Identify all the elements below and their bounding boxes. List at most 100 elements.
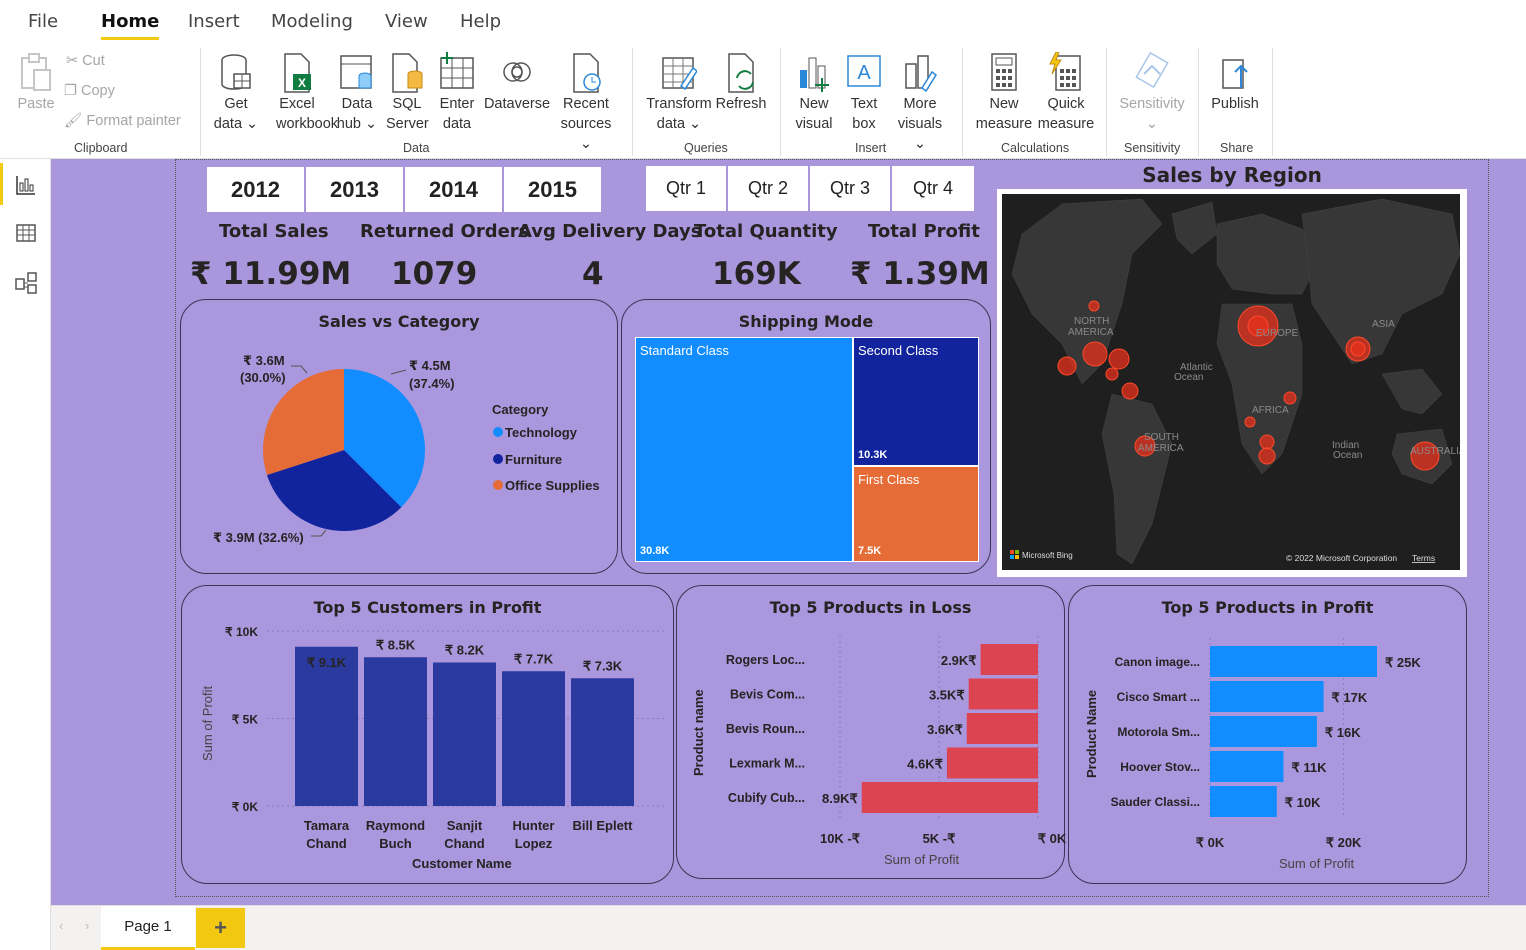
pie-label-technology-value: ₹ 4.5M [409, 358, 451, 373]
data-view-icon[interactable] [14, 221, 38, 245]
tab-home[interactable]: Home [101, 11, 160, 40]
customers-title: Top 5 Customers in Profit [313, 598, 542, 617]
loss-bar[interactable] [946, 747, 1038, 779]
text-box-button[interactable]: A Text box [842, 52, 886, 134]
treemap-label: First Class [858, 472, 920, 487]
tab-help[interactable]: Help [460, 11, 502, 32]
quick-measure-icon [1049, 52, 1081, 91]
pie-slice-office-supplies[interactable] [263, 369, 344, 476]
customer-bar[interactable] [433, 662, 496, 807]
separator [1198, 48, 1199, 156]
qtr-2-button[interactable]: Qtr 2 [728, 166, 808, 211]
prev-page-icon[interactable]: ‹ [59, 918, 64, 933]
tab-insert[interactable]: Insert [188, 11, 240, 32]
customer-bar[interactable] [295, 646, 358, 806]
world-map[interactable]: NORTH AMERICA Atlantic Ocean SOUTH AMERI… [1002, 194, 1460, 570]
cut-button[interactable]: ✂ Cut [66, 50, 105, 72]
get-data-button[interactable]: Get data ⌄ [210, 52, 262, 134]
publish-label: Publish [1211, 96, 1259, 112]
year-2015-button[interactable]: 2015 [504, 167, 601, 212]
refresh-label: Refresh [715, 96, 767, 112]
bar-data-label: ₹ 10K [1285, 795, 1321, 810]
format-painter-button[interactable]: 🖌 Format painter [64, 110, 181, 132]
new-visual-button[interactable]: New visual [792, 52, 836, 134]
y-tick-label: Motorola Sm... [1117, 725, 1200, 739]
recent-sources-button[interactable]: Recent sources ⌄ [554, 52, 618, 154]
data-hub-icon [340, 55, 372, 89]
customers-ylabel: Sum of Profit [200, 685, 215, 761]
tab-view[interactable]: View [385, 11, 428, 32]
data-hub-button[interactable]: Data hub ⌄ [336, 52, 378, 134]
kpi-returned-orders-value: 1079 [391, 256, 478, 292]
loss-bar[interactable] [861, 782, 1038, 813]
loss-bar[interactable] [980, 644, 1038, 675]
kpi-total-profit-label: Total Profit [868, 221, 980, 242]
bar-data-label: ₹ 9.1K [307, 655, 347, 670]
legend-item-furniture[interactable]: Furniture [493, 451, 562, 469]
customers-xlabel: Customer Name [412, 856, 512, 871]
loss-bar[interactable] [966, 713, 1038, 744]
qtr-1-button[interactable]: Qtr 1 [646, 166, 726, 211]
profit-bar[interactable] [1210, 751, 1284, 782]
legend-item-technology[interactable]: Technology [493, 424, 577, 442]
more-visuals-button[interactable]: More visuals ⌄ [890, 52, 950, 154]
new-visual-label-1: New [799, 96, 829, 112]
legend-item-office-supplies[interactable]: Office Supplies [493, 477, 600, 495]
profit-bar[interactable] [1210, 716, 1317, 747]
customer-bar[interactable] [502, 671, 565, 806]
sql-server-button[interactable]: SQL Server [386, 52, 429, 134]
refresh-button[interactable]: Refresh [714, 52, 768, 114]
sensitivity-button[interactable]: Sensitivity ⌄ [1114, 52, 1190, 134]
legend-title: Category [492, 402, 549, 417]
year-2013-button[interactable]: 2013 [306, 167, 403, 212]
copy-button[interactable]: ❐ Copy [64, 80, 115, 102]
profit-bar[interactable] [1210, 786, 1277, 817]
page-tab-1[interactable]: Page 1 [101, 906, 195, 950]
publish-button[interactable]: Publish [1206, 52, 1264, 114]
customer-bar[interactable] [364, 657, 427, 806]
map-terms-link[interactable]: Terms [1412, 553, 1435, 563]
quick-measure-button[interactable]: Quick measure [1034, 52, 1098, 134]
x-tick-label: Chand [444, 836, 485, 851]
add-page-button[interactable]: + [196, 908, 245, 948]
loss-bar[interactable] [968, 678, 1038, 710]
y-tick-label: ₹ 0K [232, 800, 259, 814]
customer-bar[interactable] [571, 678, 634, 806]
chevron-down-icon: ⌄ [1145, 116, 1159, 132]
bar-data-label: 2.9K₹ [941, 653, 977, 668]
enter-data-button[interactable]: Enter data [436, 52, 478, 134]
map-label-indian: Indian [1332, 440, 1359, 451]
pie-label-technology-pct: (37.4%) [409, 376, 455, 391]
map-label-atlantic: Atlantic [1180, 362, 1213, 373]
excel-label-2: workbook [276, 116, 339, 132]
x-tick-label: Lopez [515, 836, 553, 851]
pie-slice-technology[interactable] [344, 369, 425, 508]
tab-file[interactable]: File [28, 11, 59, 32]
qtr-3-button[interactable]: Qtr 3 [810, 166, 890, 211]
treemap-second-class[interactable]: Second Class 10.3K [853, 337, 979, 466]
excel-workbook-button[interactable]: X Excel workbook [276, 52, 338, 134]
treemap-first-class[interactable]: First Class 7.5K [853, 466, 979, 562]
bar-data-label: ₹ 25K [1385, 655, 1421, 670]
treemap-value: 30.8K [640, 545, 670, 557]
pie-slice-furniture[interactable] [266, 450, 402, 531]
tab-modeling[interactable]: Modeling [271, 11, 353, 32]
new-measure-button[interactable]: New measure [972, 52, 1036, 134]
paste-button[interactable]: Paste [14, 52, 58, 114]
next-page-icon[interactable]: › [85, 918, 90, 933]
treemap-standard-class[interactable]: Standard Class 30.8K [635, 337, 853, 562]
clipboard-group-label: Clipboard [74, 141, 128, 155]
profit-bar[interactable] [1210, 681, 1324, 712]
year-2014-button[interactable]: 2014 [405, 167, 502, 212]
dataverse-button[interactable]: Dataverse [482, 52, 552, 114]
profit-bar[interactable] [1210, 646, 1377, 677]
transform-data-button[interactable]: Transform data ⌄ [644, 52, 714, 134]
copy-label: Copy [81, 83, 115, 99]
map-label-australia: AUSTRALIA [1410, 446, 1460, 457]
year-2012-button[interactable]: 2012 [207, 167, 304, 212]
qtr-4-button[interactable]: Qtr 4 [892, 166, 974, 211]
map-label-atlantic-ocean: Ocean [1174, 372, 1203, 383]
top-profit-products-panel: Top 5 Products in Profit ₹ 0K ₹ 20K ₹ 25K C… [1068, 585, 1467, 884]
report-view-icon[interactable] [14, 173, 38, 197]
model-view-icon[interactable] [14, 271, 38, 295]
